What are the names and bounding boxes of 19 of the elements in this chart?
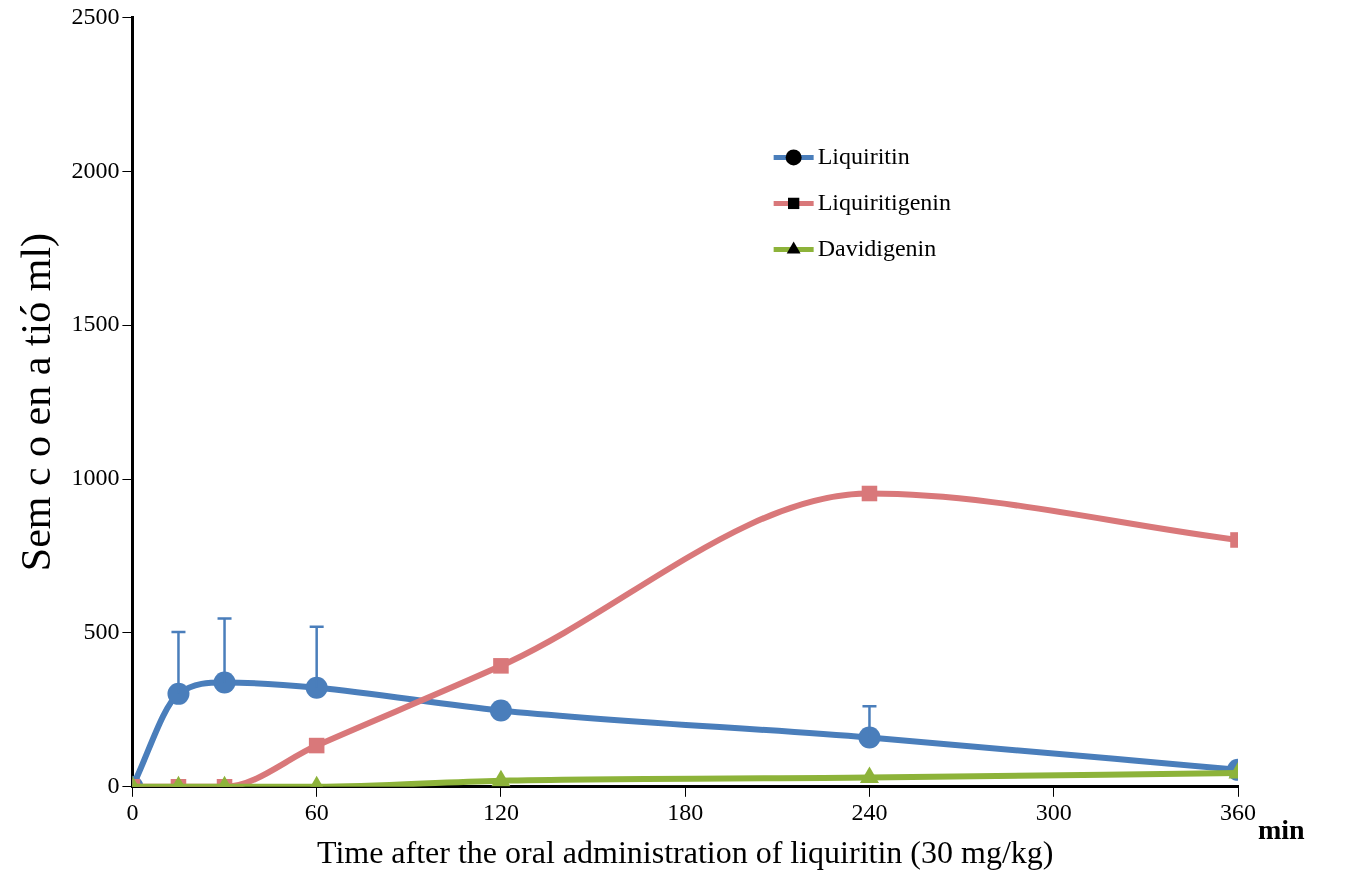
y-tick-label: 0 <box>107 772 120 799</box>
legend-label: Liquiritin <box>817 142 910 169</box>
y-tick-label: 500 <box>83 618 120 645</box>
y-tick-label: 1500 <box>71 310 120 337</box>
legend-label: Davidigenin <box>817 234 937 261</box>
y-tick-label: 2000 <box>71 156 120 183</box>
x-tick-label: 120 <box>482 799 519 826</box>
text: min <box>1258 814 1306 846</box>
x-tick-label: 300 <box>1035 799 1072 826</box>
x-tick-label: 240 <box>851 799 888 826</box>
x-tick-label: 0 <box>126 799 139 826</box>
y-tick-label: 1000 <box>71 464 120 491</box>
legend-label: Liquiritigenin <box>817 188 951 215</box>
x-tick-label: 360 <box>1220 799 1256 826</box>
x-tick-label: 180 <box>667 799 704 826</box>
x-tick-label: 60 <box>304 799 329 826</box>
y-tick-label: 2500 <box>71 2 120 29</box>
x-axis-title: Time after the oral administration of liquiritin (30 mg/kg) <box>316 834 1054 871</box>
y-axis-title: Sem c o en a tió ml) <box>13 232 61 572</box>
